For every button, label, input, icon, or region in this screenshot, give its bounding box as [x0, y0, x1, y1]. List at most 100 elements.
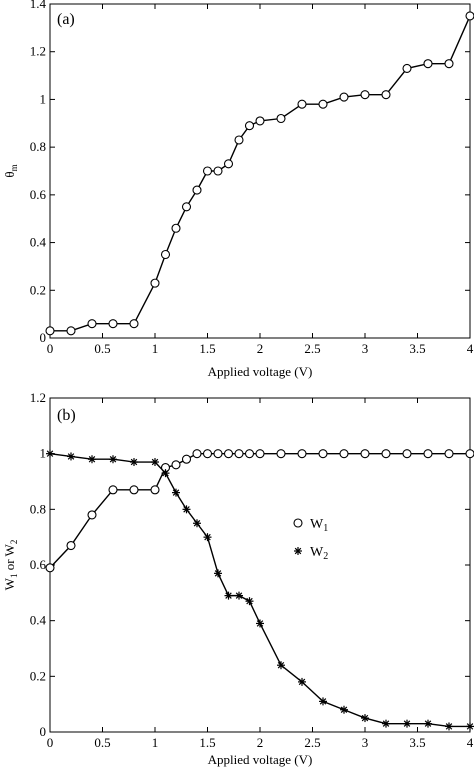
series-line-b-1 — [49, 452, 470, 569]
data-point-b-2 — [466, 722, 474, 731]
data-point-a-1 — [465, 11, 474, 21]
panel-label-b: (b) — [57, 407, 76, 424]
data-point-b-2 — [67, 452, 75, 461]
data-point-a-1 — [45, 326, 55, 336]
x-ticks-b: 0 0.5 1 1.5 2 2.5 3 3.5 4 — [47, 398, 474, 750]
y-tick-label: 0.6 — [30, 557, 47, 572]
data-point-a-1 — [360, 90, 370, 100]
y-tick-label: 1.2 — [30, 390, 46, 405]
data-point-b-2 — [382, 719, 390, 728]
data-point-a-1 — [297, 99, 307, 109]
y-tick-label: 0 — [40, 330, 47, 345]
panel-b: (b) 0 0.5 1 1.5 2 2.5 3 3.5 4 00.20.40.60.811.2 … — [2, 390, 474, 767]
data-point-b-1 — [150, 485, 160, 495]
data-point-b-1 — [192, 449, 202, 459]
data-point-a-1 — [276, 113, 286, 124]
data-point-b-2 — [224, 591, 233, 600]
data-point-b-2 — [151, 458, 159, 467]
x-tick-label: 0 — [47, 735, 54, 750]
legend-w1-sub: 1 — [323, 523, 328, 534]
data-point-a-1 — [150, 278, 160, 288]
x-tick-label: 0 — [47, 341, 54, 356]
y-tick-label: 1.4 — [30, 0, 47, 11]
x-tick-label: 1 — [152, 735, 159, 750]
legend-w1-label: W1 — [310, 517, 328, 534]
panel-label-a: (a) — [57, 11, 75, 28]
data-point-b-1 — [444, 449, 454, 459]
data-point-b-1 — [423, 449, 433, 459]
data-point-b-1 — [339, 449, 349, 459]
y-axis-title-b-w1: W — [2, 577, 17, 590]
y-tick-label: 0 — [40, 724, 47, 739]
data-point-b-2 — [130, 458, 138, 467]
legend-w2-marker — [294, 547, 302, 555]
data-point-b-2 — [403, 719, 411, 728]
legend-w1-main: W — [310, 517, 324, 532]
legend-w2-label: W2 — [310, 545, 328, 562]
data-point-a-1 — [108, 319, 118, 329]
data-point-a-1 — [402, 63, 412, 73]
legend-w2-sub: 2 — [323, 551, 328, 562]
y-axis-title-a-main: θ — [2, 171, 17, 177]
data-point-a-1 — [87, 319, 97, 329]
data-point-b-2 — [109, 455, 117, 464]
x-tick-label: 2 — [257, 341, 264, 356]
data-point-a-1 — [244, 121, 255, 131]
data-point-b-2 — [88, 455, 96, 464]
y-tick-label: 1 — [40, 446, 47, 461]
data-point-b-1 — [87, 510, 97, 520]
legend: W1 W2 — [293, 517, 328, 562]
y-ticks-b: 0 0.2 0.4 0.6 0.8 1 1.2 — [30, 390, 470, 739]
data-point-b-1 — [213, 449, 223, 459]
data-point-b-1 — [45, 563, 55, 573]
data-point-a-1 — [444, 59, 454, 69]
x-axis-title-a: Applied voltage (V) — [208, 364, 313, 379]
y-tick-label: 0.2 — [30, 282, 46, 297]
y-axis-title-b-sub1: 1 — [9, 574, 19, 579]
data-point-b-2 — [182, 505, 191, 514]
data-point-b-2 — [361, 714, 369, 723]
data-point-a-1 — [192, 185, 202, 195]
x-tick-label: 3 — [362, 341, 369, 356]
data-point-b-1 — [129, 485, 139, 495]
data-point-a-1 — [223, 159, 234, 169]
data-point-b-1 — [360, 449, 370, 459]
x-tick-label: 2 — [257, 735, 264, 750]
y-ticks-a: 0 0.2 0.4 0.6 0.8 1 1.2 1.4 — [30, 0, 470, 345]
x-tick-label: 0.5 — [94, 735, 110, 750]
data-point-b-1 — [181, 454, 192, 464]
series-b — [45, 449, 474, 731]
data-point-b-2 — [214, 569, 222, 578]
y-tick-label: 0.4 — [30, 613, 47, 628]
legend-w1-marker — [293, 518, 303, 528]
data-point-a-1 — [160, 249, 171, 260]
y-axis-title-b-sub2: 2 — [9, 540, 19, 545]
x-tick-label: 0.5 — [94, 341, 110, 356]
data-point-a-1 — [171, 223, 181, 233]
plot-frame-b — [49, 397, 471, 733]
x-tick-label: 3 — [362, 735, 369, 750]
data-point-b-2 — [319, 697, 327, 706]
data-point-b-1 — [66, 540, 76, 551]
data-point-a-1 — [339, 92, 349, 102]
data-point-a-1 — [234, 135, 244, 145]
y-axis-title-a: θm — [2, 164, 19, 177]
y-tick-label: 0.8 — [30, 139, 46, 154]
x-ticks-a: 0 0.5 1 1.5 2 2.5 3 3.5 4 — [47, 4, 474, 356]
y-tick-label: 1 — [40, 91, 47, 106]
x-axis-title-b: Applied voltage (V) — [208, 752, 313, 767]
data-point-b-2 — [340, 705, 348, 714]
data-point-b-2 — [235, 591, 243, 600]
legend-w2-star — [294, 547, 302, 555]
data-point-b-1 — [465, 449, 474, 459]
data-point-b-1 — [202, 449, 213, 459]
data-point-b-1 — [234, 449, 244, 459]
data-point-b-2 — [277, 661, 285, 670]
data-point-b-2 — [46, 449, 54, 458]
plot-frame-a — [49, 3, 471, 339]
y-axis-title-b-or: or W — [2, 543, 17, 573]
data-point-b-2 — [298, 677, 306, 686]
y-tick-label: 0.4 — [30, 235, 47, 250]
x-tick-label: 2.5 — [304, 735, 320, 750]
